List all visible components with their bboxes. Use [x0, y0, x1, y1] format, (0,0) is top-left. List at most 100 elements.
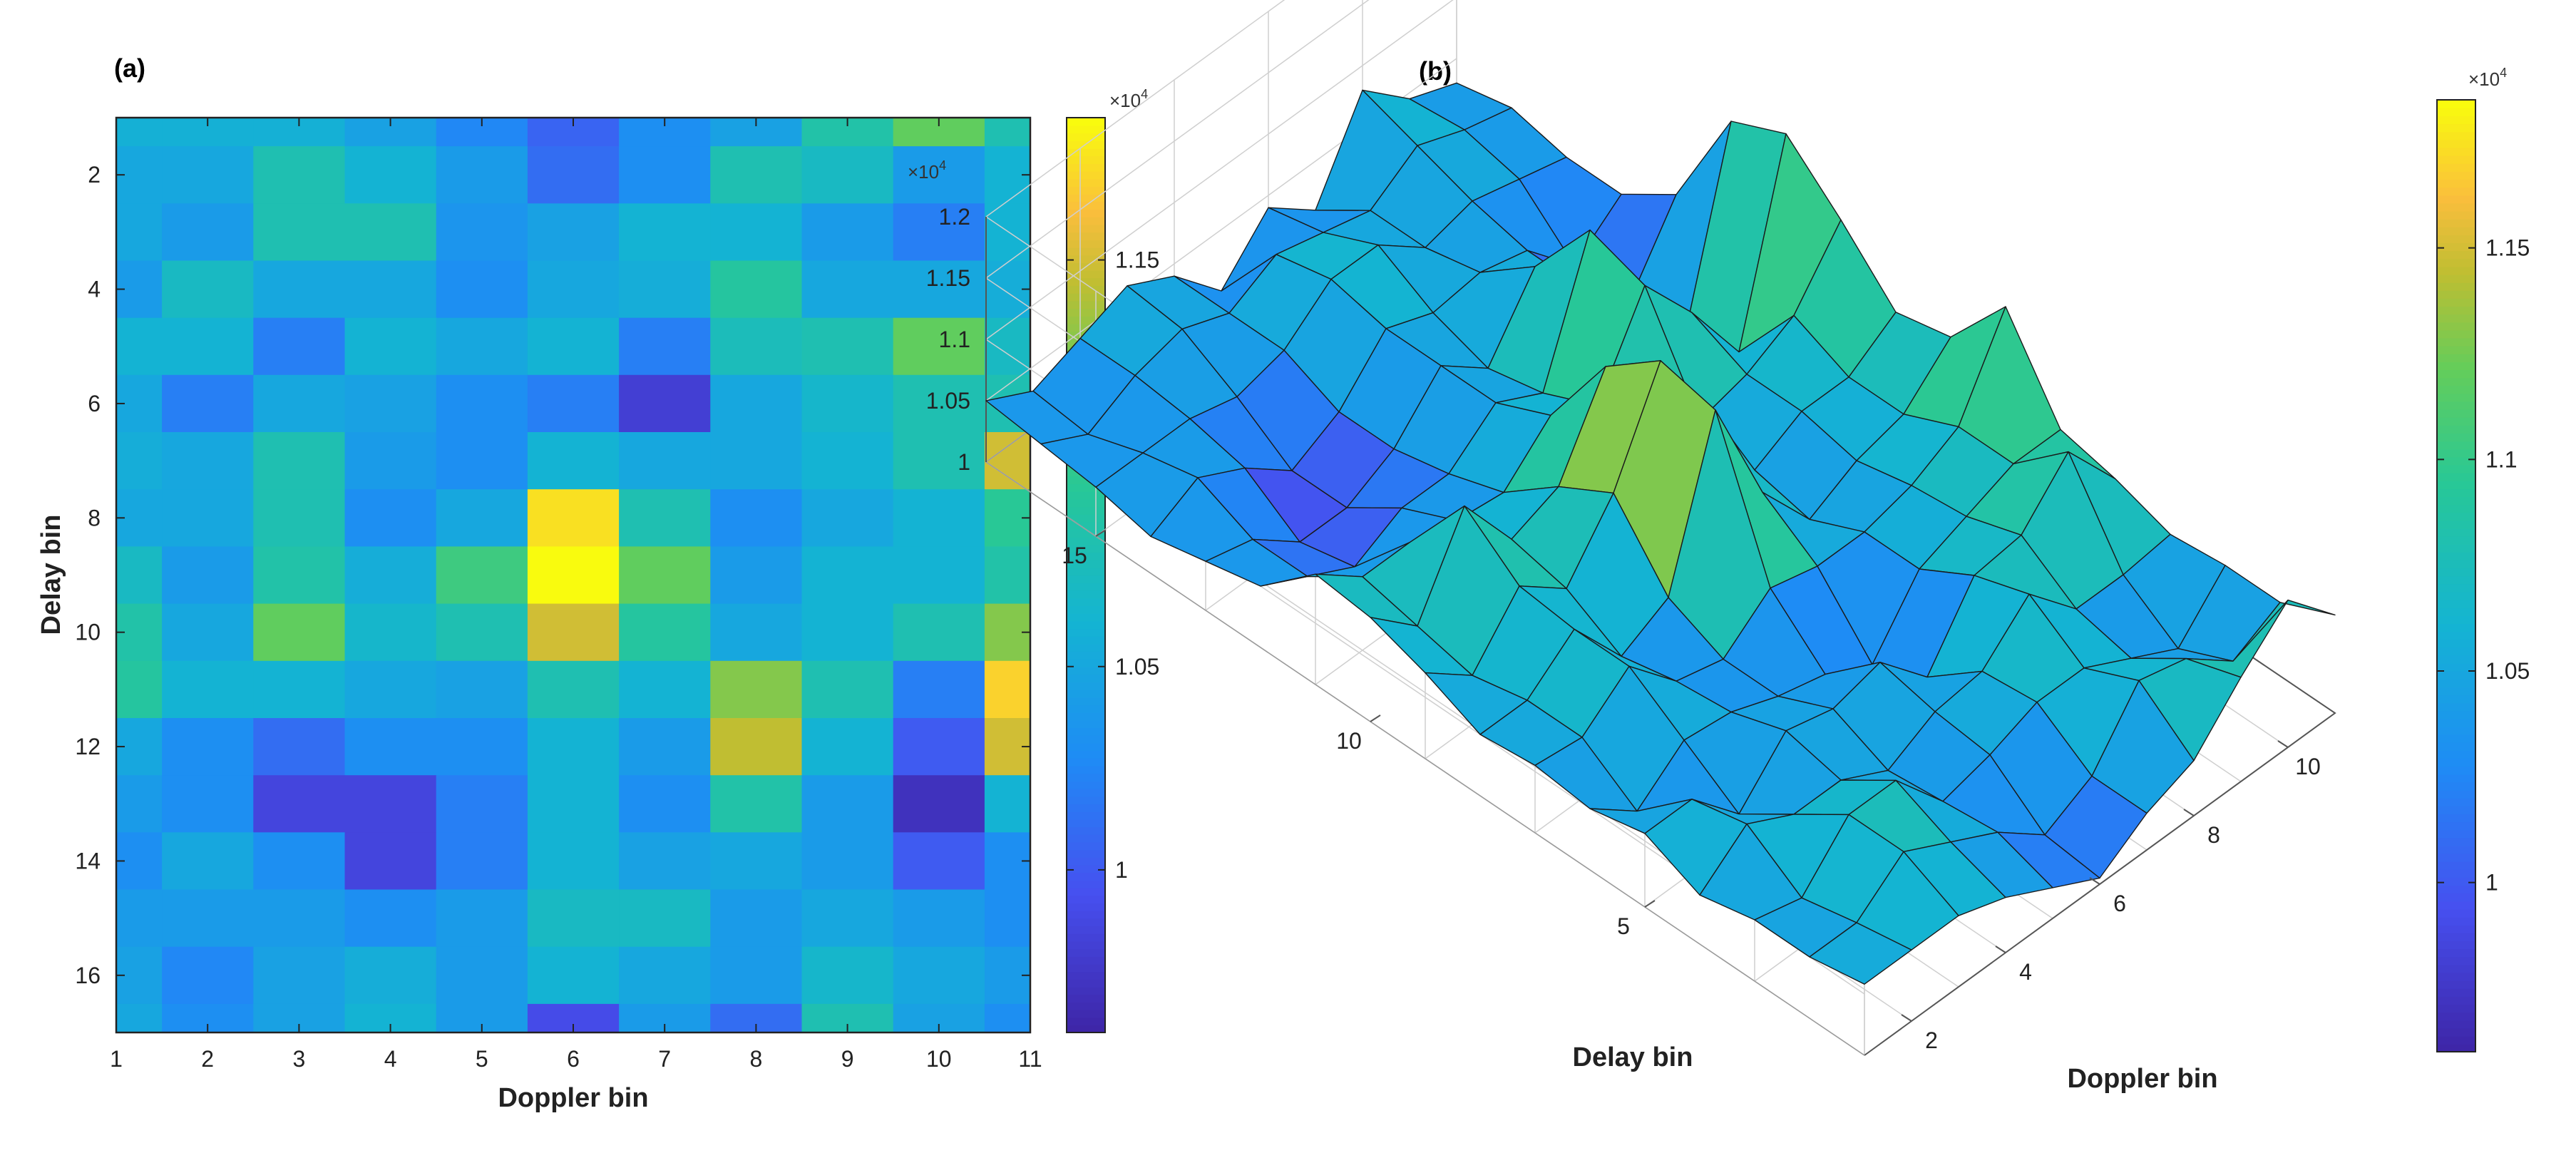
colorbar-swatch: [1067, 628, 1105, 637]
heatmap-cell: [253, 489, 346, 547]
colorbar-swatch: [1067, 926, 1105, 934]
heatmap-cell: [984, 1003, 1031, 1033]
colorbar-swatch: [2437, 425, 2475, 434]
heatmap-cell: [253, 718, 346, 776]
heatmap-cell: [436, 832, 528, 891]
heatmap-x-tick-label: 5: [476, 1046, 488, 1072]
heatmap-cell: [710, 489, 803, 547]
colorbar-swatch: [1067, 666, 1105, 675]
heatmap-x-tick-label: 4: [384, 1046, 397, 1072]
heatmap-cell: [527, 889, 620, 948]
colorbar-tick-label: 1.15: [2485, 235, 2530, 261]
heatmap-cell: [893, 775, 985, 833]
heatmap-cell: [984, 203, 1031, 262]
colorbar-swatch: [2437, 1012, 2475, 1021]
heatmap-cell: [619, 432, 711, 490]
colorbar-swatch: [2437, 337, 2475, 347]
colorbar-swatch: [2437, 552, 2475, 560]
colorbar-swatch: [2437, 481, 2475, 489]
heatmap-y-tick-label: 6: [88, 391, 101, 416]
colorbar-swatch: [1067, 712, 1105, 721]
heatmap-cell: [619, 603, 711, 662]
heatmap-cell: [801, 374, 894, 433]
colorbar-swatch: [1067, 659, 1105, 667]
surface-y-label: Delay bin: [1573, 1042, 1693, 1072]
colorbar-swatch: [1067, 994, 1105, 1003]
colorbar-swatch: [1067, 163, 1105, 172]
colorbar-swatch: [2437, 1043, 2475, 1052]
heatmap-cell: [801, 146, 894, 204]
colorbar-swatch: [2437, 250, 2475, 260]
colorbar-swatch: [1067, 742, 1105, 752]
heatmap-cell: [710, 317, 803, 376]
heatmap-cell: [984, 317, 1031, 376]
heatmap-cell: [344, 718, 437, 776]
heatmap-cell: [344, 489, 437, 547]
colorbar-swatch: [2437, 742, 2475, 751]
heatmap-cell: [619, 832, 711, 891]
heatmap-cell: [619, 775, 711, 833]
surface-z-multiplier: ×104: [908, 158, 946, 183]
colorbar-swatch: [1067, 689, 1105, 698]
colorbar-swatch: [1067, 575, 1105, 583]
heatmap-cell: [253, 603, 346, 662]
heatmap-cell: [162, 546, 254, 605]
colorbar-swatch: [1067, 491, 1105, 500]
heatmap-cell: [116, 118, 163, 147]
colorbar-swatch: [1067, 277, 1105, 286]
colorbar-swatch: [2437, 163, 2475, 172]
colorbar-swatch: [1067, 308, 1105, 317]
surface-x-tick-label: 2: [1925, 1028, 1938, 1053]
heatmap-cell: [527, 546, 620, 605]
heatmap-y-tick-label: 14: [75, 848, 101, 873]
colorbar-swatch: [1067, 552, 1105, 560]
heatmap-cell: [801, 889, 894, 948]
colorbar-tick-label: 1.05: [2485, 658, 2530, 684]
heatmap-cell: [619, 317, 711, 376]
colorbar-swatch: [2437, 662, 2475, 672]
colorbar-swatch: [1067, 224, 1105, 233]
heatmap-cell: [710, 432, 803, 490]
colorbar-swatch: [2437, 535, 2475, 545]
colorbar-swatch: [2437, 314, 2475, 323]
heatmap-cell: [253, 317, 346, 376]
heatmap-cell: [162, 260, 254, 319]
colorbar-tick-label: 1.15: [1115, 247, 1159, 273]
colorbar-swatch: [1067, 1025, 1105, 1033]
heatmap-cell: [116, 660, 163, 719]
surface-x-tick-mark: [1995, 946, 2006, 953]
colorbar-swatch: [2437, 385, 2475, 394]
heatmap-cell: [162, 946, 254, 1005]
colorbar-swatch: [1067, 155, 1105, 164]
colorbar-swatch: [1067, 719, 1105, 729]
colorbar-swatch: [2437, 789, 2475, 799]
surface-z-multiplier-base: ×10: [908, 161, 939, 183]
heatmap-cell: [162, 718, 254, 776]
heatmap-cell: [619, 146, 711, 204]
colorbar-swatch: [2437, 829, 2475, 839]
heatmap-cell: [527, 946, 620, 1005]
colorbar-swatch: [1067, 125, 1105, 134]
colorbar-swatch: [2437, 496, 2475, 506]
colorbar-swatch: [1067, 255, 1105, 263]
heatmap-cell: [162, 660, 254, 719]
colorbar-swatch: [2437, 916, 2475, 926]
colorbar-swatch: [2437, 599, 2475, 608]
heatmap-cell: [253, 432, 346, 490]
colorbar-swatch: [2437, 964, 2475, 973]
colorbar-swatch: [1067, 735, 1105, 744]
heatmap-cell: [436, 432, 528, 490]
colorbar-swatch: [1067, 643, 1105, 652]
colorbar-swatch: [2437, 647, 2475, 656]
heatmap-cell: [984, 660, 1031, 719]
heatmap-cell: [344, 889, 437, 948]
colorbar-swatch: [2437, 758, 2475, 767]
heatmap-x-tick-label: 9: [841, 1046, 854, 1072]
colorbar-swatch: [2437, 893, 2475, 902]
heatmap-cell: [344, 775, 437, 833]
colorbar-swatch: [1067, 758, 1105, 767]
colorbar-swatch: [1067, 819, 1105, 828]
heatmap-cell: [893, 832, 985, 891]
colorbar-swatch: [2437, 869, 2475, 878]
heatmap-cell: [619, 946, 711, 1005]
